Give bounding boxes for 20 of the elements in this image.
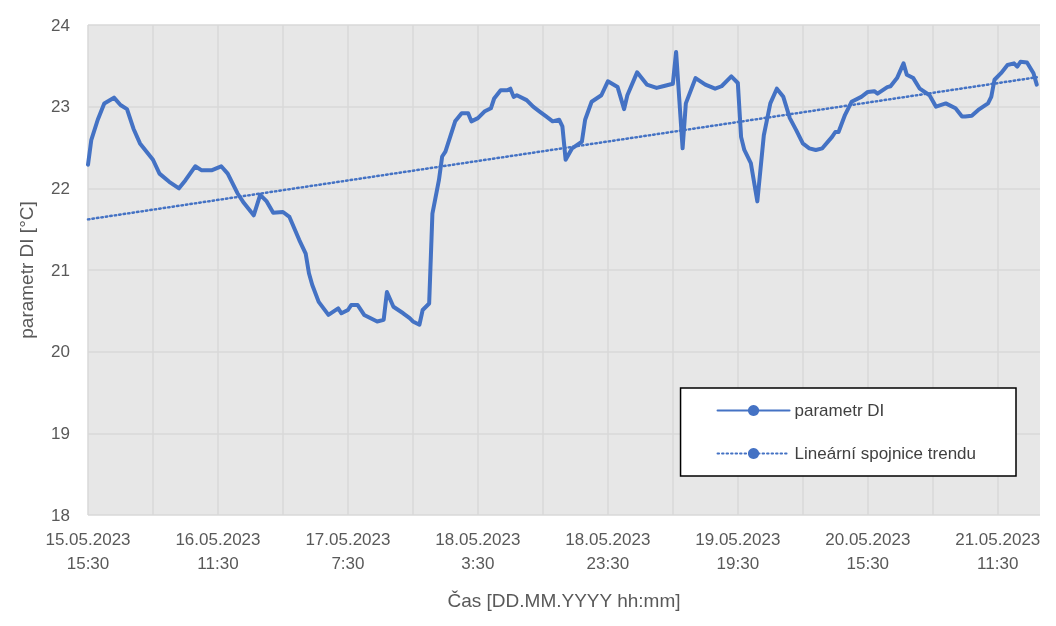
x-tick-label: 19.05.2023 19:30: [695, 529, 781, 573]
x-tick-label: 16.05.2023 11:30: [175, 529, 261, 573]
x-tick-label: 18.05.2023 3:30: [435, 529, 521, 573]
legend-label: Lineární spojnice trendu: [794, 444, 977, 463]
x-tick-label: 15.05.2023 15:30: [45, 529, 131, 573]
x-tick-label: 18.05.2023 23:30: [565, 529, 651, 573]
y-tick-label: 18: [51, 505, 70, 525]
y-tick-label: 20: [51, 342, 70, 362]
x-tick-label: 20.05.2023 15:30: [825, 529, 911, 573]
x-axis-title: Čas [DD.MM.YYYY hh:mm]: [447, 590, 681, 611]
y-axis-title: parametr DI [°C]: [16, 201, 37, 339]
y-tick-label: 19: [51, 423, 70, 443]
y-tick-label: 24: [51, 15, 70, 35]
legend-label: parametr DI: [794, 401, 885, 420]
y-tick-label: 21: [51, 260, 70, 280]
x-tick-label: 17.05.2023 7:30: [305, 529, 391, 573]
y-tick-label: 23: [51, 97, 70, 117]
x-tick-label: 21.05.2023 11:30: [955, 529, 1041, 573]
y-tick-label: 22: [51, 178, 70, 198]
line-series: [86, 49, 1039, 327]
